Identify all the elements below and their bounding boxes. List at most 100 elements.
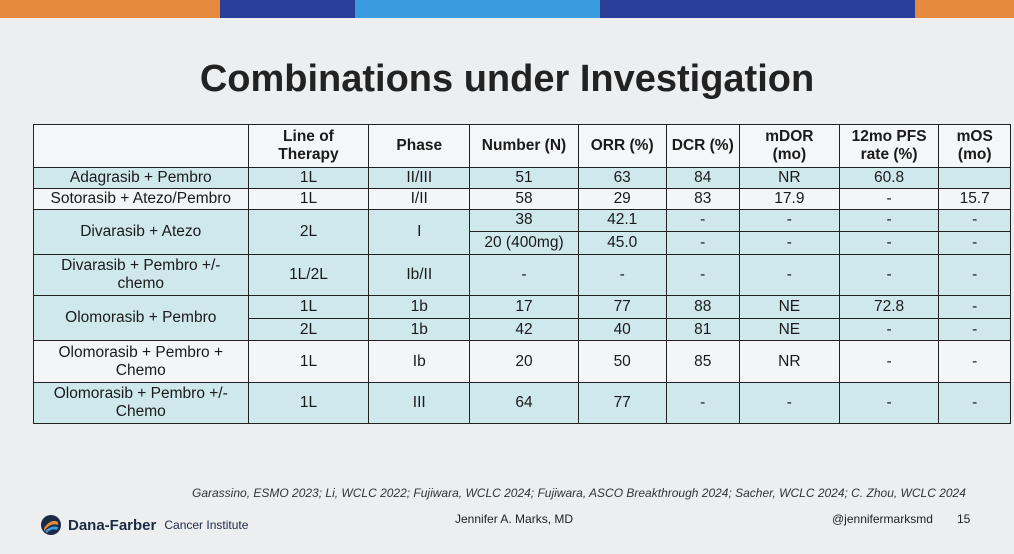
cell-line: 1L [247, 340, 370, 383]
cell-pfs: - [838, 340, 940, 383]
header-mdor-text: mDOR (mo) [765, 128, 814, 164]
cell-phase: 1b [368, 295, 471, 319]
dana-farber-logo-icon [41, 515, 61, 535]
cell-mdor: NR [739, 167, 840, 189]
institution-subtitle: Cancer Institute [164, 518, 249, 532]
header-combination [33, 123, 249, 169]
table-row-olomorasib-pembro-2: 2L 1b 42 40 81 NE - - [34, 317, 1011, 342]
cell-pfs: - [838, 253, 940, 297]
cell-orr: 63 [577, 167, 667, 189]
header-phase: Phase [368, 123, 471, 169]
header-mos: mOS (mo) [938, 123, 1011, 169]
cell-mos: - [938, 231, 1011, 255]
table-row-olomorasib-chemo-optional: Olomorasib + Pembro +/- Chemo 1L III 64 … [33, 381, 1011, 425]
cell-line: 2L [247, 208, 370, 255]
header-dcr: DCR (%) [665, 123, 741, 169]
cell-name: Olomorasib + Pembro + Chemo [33, 340, 249, 383]
cell-line: 1L [247, 167, 370, 189]
cell-mdor: 17.9 [739, 187, 840, 210]
cell-mdor: - [739, 231, 840, 255]
combinations-table: Line of Therapy Phase Number (N) ORR (%)… [33, 123, 1011, 425]
cell-orr: 45.0 [577, 231, 667, 255]
header-mdor: mDOR (mo) [739, 123, 840, 169]
cell-phase: I/II [368, 187, 471, 210]
header-line: Line of Therapy [247, 123, 370, 169]
cell-dcr: - [665, 381, 741, 425]
table-row-divarasib-atezo-2: 20 (400mg) 45.0 - - - - [34, 231, 1011, 255]
cell-pfs: - [838, 187, 940, 210]
citation-text: Garassino, ESMO 2023; Li, WCLC 2022; Fuj… [192, 486, 966, 500]
cell-line: 2L [247, 317, 370, 342]
cell-mdor: - [739, 208, 840, 233]
page-number: 15 [957, 512, 971, 526]
cell-pfs: - [838, 381, 940, 425]
cell-dcr: 84 [665, 167, 741, 189]
cell-name: Sotorasib + Atezo/Pembro [33, 187, 249, 210]
cell-n: 58 [469, 187, 579, 210]
cell-mos: - [938, 381, 1011, 425]
cell-line: 1L [247, 187, 370, 210]
cell-n: 64 [469, 381, 579, 425]
cell-mos: - [938, 340, 1011, 383]
table-row-adagrasib: Adagrasib + Pembro 1L II/III 51 63 84 NR… [33, 167, 1011, 189]
cell-orr: 40 [577, 317, 667, 342]
cell-orr: 29 [577, 187, 667, 210]
cell-dcr: 83 [665, 187, 741, 210]
header-pfs: 12mo PFS rate (%) [838, 123, 940, 169]
cell-mdor: NR [739, 340, 840, 383]
table-row-olomorasib-chemo: Olomorasib + Pembro + Chemo 1L Ib 20 50 … [33, 340, 1011, 383]
cell-dcr: 88 [665, 295, 741, 319]
cell-pfs: - [838, 231, 940, 255]
cell-orr: 50 [577, 340, 667, 383]
header-mos-text: mOS (mo) [956, 128, 993, 164]
social-handle: @jennifermarksmd [832, 512, 933, 526]
header-pfs-text: 12mo PFS rate (%) [851, 128, 927, 164]
cell-mos: - [938, 317, 1011, 342]
cell-dcr: - [665, 253, 741, 297]
cell-mos: - [938, 208, 1011, 233]
cell-dcr: - [665, 208, 741, 233]
cell-orr: 77 [577, 295, 667, 319]
cell-line: 1L [247, 295, 370, 319]
table-row-sotorasib: Sotorasib + Atezo/Pembro 1L I/II 58 29 8… [33, 187, 1011, 210]
slide-title: Combinations under Investigation [199, 58, 815, 100]
cell-mdor: NE [739, 317, 840, 342]
table-row-olomorasib-pembro-1: Olomorasib + Pembro 1L 1b 17 77 88 NE 72… [33, 295, 1011, 342]
cell-phase: 1b [368, 317, 471, 342]
cell-mos: 15.7 [938, 187, 1011, 210]
header-row: Line of Therapy Phase Number (N) ORR (%)… [33, 123, 1011, 169]
cell-orr: 77 [577, 381, 667, 425]
cell-line: 1L/2L [247, 253, 370, 297]
cell-n: 38 [469, 208, 579, 233]
cell-mdor: - [739, 253, 840, 297]
cell-n: 17 [469, 295, 579, 319]
cell-dcr: 81 [665, 317, 741, 342]
table-row-divarasib-pembro: Divarasib + Pembro +/- chemo 1L/2L Ib/II… [33, 253, 1011, 297]
cell-line: 1L [247, 381, 370, 425]
table-row-divarasib-atezo-1: Divarasib + Atezo 2L I 38 42.1 - - - - [33, 208, 1011, 255]
institution-name: Dana-Farber [68, 516, 157, 534]
cell-orr: - [577, 253, 667, 297]
cell-phase: Ib/II [368, 253, 471, 297]
cell-name: Divarasib + Atezo [33, 208, 249, 255]
cell-mos: - [938, 253, 1011, 297]
header-orr: ORR (%) [577, 123, 667, 169]
cell-phase: III [368, 381, 471, 425]
header-number: Number (N) [469, 123, 579, 169]
cell-phase: II/III [368, 167, 471, 189]
cell-pfs: 60.8 [838, 167, 940, 189]
cell-orr: 42.1 [577, 208, 667, 233]
cell-name: Olomorasib + Pembro +/- Chemo [33, 381, 249, 425]
cell-n: 20 (400mg) [469, 231, 579, 255]
cell-name: Olomorasib + Pembro [33, 295, 249, 342]
header-line-text: Line of Therapy [278, 128, 339, 164]
cell-phase: I [368, 208, 471, 255]
cell-name: Adagrasib + Pembro [33, 167, 249, 189]
presenter-name: Jennifer A. Marks, MD [455, 512, 574, 526]
institution-logo: Dana-Farber Cancer Institute [40, 514, 248, 536]
cell-n: 20 [469, 340, 579, 383]
cell-mdor: - [739, 381, 840, 425]
cell-dcr: - [665, 231, 741, 255]
cell-pfs: - [838, 208, 940, 233]
top-color-bar [0, 0, 1014, 18]
